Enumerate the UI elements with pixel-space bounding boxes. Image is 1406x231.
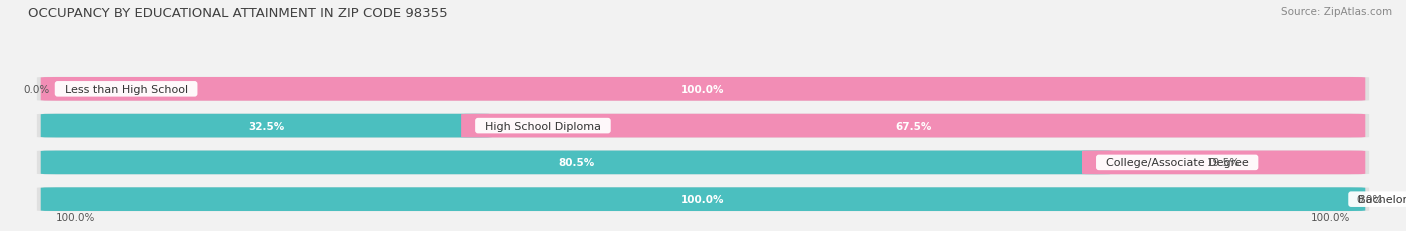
Text: 32.5%: 32.5% — [249, 121, 284, 131]
FancyBboxPatch shape — [37, 78, 1369, 101]
Text: 100.0%: 100.0% — [56, 212, 96, 222]
FancyBboxPatch shape — [1083, 151, 1365, 174]
Text: Bachelor's Degree or higher: Bachelor's Degree or higher — [1351, 194, 1406, 204]
Text: High School Diploma: High School Diploma — [478, 121, 607, 131]
FancyBboxPatch shape — [37, 114, 1369, 138]
FancyBboxPatch shape — [461, 114, 1365, 138]
Text: 100.0%: 100.0% — [682, 85, 724, 94]
Text: OCCUPANCY BY EDUCATIONAL ATTAINMENT IN ZIP CODE 98355: OCCUPANCY BY EDUCATIONAL ATTAINMENT IN Z… — [28, 7, 447, 20]
Text: Source: ZipAtlas.com: Source: ZipAtlas.com — [1281, 7, 1392, 17]
Text: 100.0%: 100.0% — [1310, 212, 1350, 222]
Text: 0.0%: 0.0% — [1357, 194, 1382, 204]
FancyBboxPatch shape — [37, 187, 1369, 211]
Text: 0.0%: 0.0% — [24, 85, 49, 94]
FancyBboxPatch shape — [37, 151, 1369, 175]
FancyBboxPatch shape — [41, 151, 1114, 174]
FancyBboxPatch shape — [41, 188, 1365, 211]
Text: Less than High School: Less than High School — [58, 85, 194, 94]
Text: 100.0%: 100.0% — [682, 194, 724, 204]
Text: 80.5%: 80.5% — [558, 158, 595, 168]
Text: College/Associate Degree: College/Associate Degree — [1099, 158, 1256, 168]
Text: 19.5%: 19.5% — [1208, 158, 1240, 168]
Text: 67.5%: 67.5% — [896, 121, 931, 131]
FancyBboxPatch shape — [41, 114, 492, 138]
FancyBboxPatch shape — [41, 78, 1365, 101]
